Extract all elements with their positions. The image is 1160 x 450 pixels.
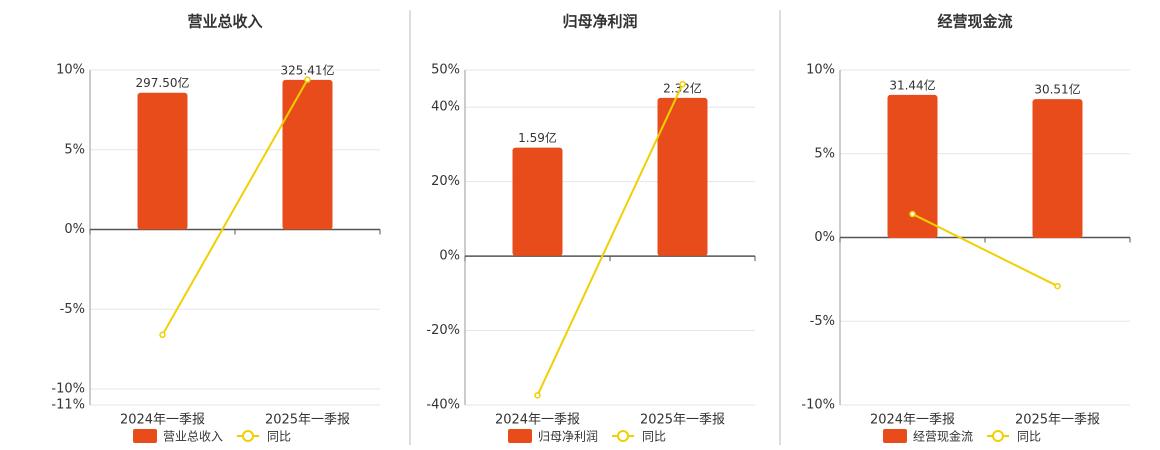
x-tick-label: 2025年一季报 <box>1015 413 1100 428</box>
legend-label: 同比 <box>267 430 291 444</box>
legend-label: 经营现金流 <box>913 429 973 444</box>
x-tick-label: 2024年一季报 <box>870 413 955 428</box>
bar <box>887 94 938 238</box>
bar <box>512 147 563 256</box>
x-tick-label: 2025年一季报 <box>640 413 725 428</box>
legend-marker <box>992 430 1005 442</box>
y-tick-label: 0% <box>439 249 460 264</box>
x-tick-label: 2025年一季报 <box>265 413 350 428</box>
chart-title: 经营现金流 <box>937 13 1012 31</box>
y-tick-label: -10% <box>51 382 85 397</box>
chart-title: 归母净利润 <box>562 13 637 31</box>
line-point <box>534 392 541 399</box>
y-tick-label: 20% <box>431 174 460 189</box>
y-tick-label: 0% <box>64 222 85 237</box>
bar <box>137 92 188 230</box>
value-label: 30.51亿 <box>1034 82 1080 97</box>
legend-label: 归母净利润 <box>538 430 598 444</box>
y-tick-label: -5% <box>60 302 85 317</box>
line <box>912 213 1058 287</box>
line-point <box>304 76 311 83</box>
y-tick-label: -40% <box>426 398 460 413</box>
bar <box>282 79 333 230</box>
legend-label: 同比 <box>1017 430 1041 444</box>
chart-title: 营业总收入 <box>187 13 262 31</box>
legend-label: 同比 <box>642 430 666 444</box>
legend-swatch <box>133 429 157 443</box>
y-tick-label: -5% <box>810 314 835 329</box>
bar <box>657 97 708 256</box>
value-label: 297.50亿 <box>136 75 190 90</box>
y-tick-label: -20% <box>426 323 460 338</box>
y-tick-label: 0% <box>814 230 835 245</box>
legend-marker <box>617 430 630 442</box>
y-tick-label: 10% <box>806 63 835 78</box>
y-tick-label: -10% <box>801 398 835 413</box>
y-tick-label: 5% <box>64 142 85 157</box>
value-label: 1.59亿 <box>518 130 557 145</box>
x-tick-label: 2024年一季报 <box>495 413 580 428</box>
legend-marker <box>242 430 255 442</box>
x-tick-label: 2024年一季报 <box>120 413 205 428</box>
y-tick-label: 5% <box>814 146 835 161</box>
y-tick-label: 10% <box>56 63 85 78</box>
line-point <box>1054 282 1061 290</box>
line <box>536 83 684 396</box>
y-tick-label: 40% <box>431 100 460 115</box>
y-tick-label: -11% <box>51 398 85 413</box>
y-tick-label: 50% <box>431 63 460 78</box>
value-label: 325.41亿 <box>281 62 335 77</box>
bar <box>1032 99 1083 238</box>
line-point <box>159 331 166 339</box>
legend-swatch <box>883 429 907 443</box>
value-label: 2.32亿 <box>663 80 702 95</box>
legend-swatch <box>508 429 532 443</box>
legend-label: 营业总收入 <box>163 430 223 444</box>
line-point <box>679 80 686 88</box>
line-point <box>909 210 916 218</box>
line <box>161 79 309 336</box>
value-label: 31.44亿 <box>889 77 935 92</box>
